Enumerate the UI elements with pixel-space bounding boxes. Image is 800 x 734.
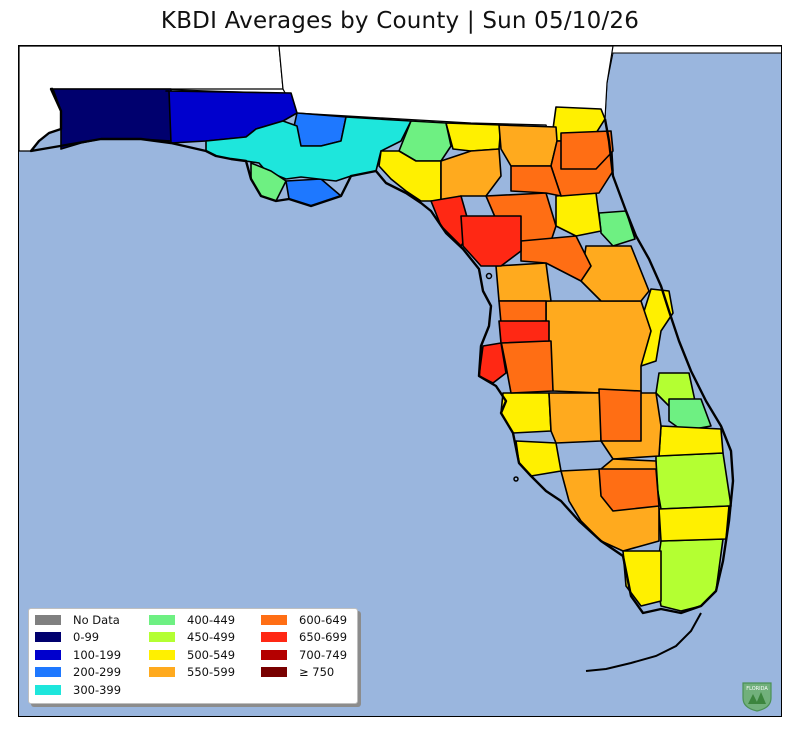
legend-item: 300-399 (35, 682, 121, 698)
legend-swatch (35, 615, 61, 625)
legend-item: 600-649 (261, 612, 347, 628)
county-highlands-east (598, 388, 642, 442)
legend-swatch (35, 632, 61, 642)
florida-coastline (29, 87, 735, 615)
legend-swatch (35, 650, 61, 660)
county-monroe-mainland (622, 550, 662, 607)
legend-item: 0-99 (35, 629, 99, 645)
county-glades (598, 468, 660, 512)
legend-label: ≥ 750 (299, 665, 335, 679)
county-nassau-east (560, 130, 614, 170)
map-title: KBDI Averages by County | Sun 05/10/26 (160, 8, 640, 34)
county-hillsborough-east (498, 300, 547, 324)
legend-swatch (261, 615, 287, 625)
legend-item: 200-299 (35, 664, 121, 680)
legend-item: 650-699 (261, 629, 347, 645)
legend-item: 450-499 (149, 629, 235, 645)
legend-swatch (35, 667, 61, 677)
county-hardee-desoto (548, 392, 602, 444)
island (513, 476, 519, 482)
legend-label: 700-749 (299, 648, 348, 662)
legend-swatch (149, 650, 175, 660)
florida-forest-service-shield-icon: FLORIDA (742, 682, 772, 712)
legend-swatch (261, 632, 287, 642)
legend-item: 700-749 (261, 647, 347, 663)
island (485, 272, 493, 280)
legend-item: 500-549 (149, 647, 235, 663)
legend-label: 400-449 (187, 613, 236, 627)
county-st-johns-putnam (555, 192, 602, 237)
legend-item: 400-449 (149, 612, 235, 628)
legend-item: ≥ 750 (261, 664, 334, 680)
county-regions (52, 88, 732, 612)
county-citrus (460, 215, 522, 267)
legend-label: No Data (73, 613, 120, 627)
legend-label: 450-499 (187, 630, 236, 644)
county-baker-union (498, 124, 558, 167)
legend-label: 500-549 (187, 648, 236, 662)
logo-text: FLORIDA (746, 686, 768, 692)
map-legend: No Data 0-99 100-199 200-299 300-399 400… (28, 608, 358, 704)
legend-label: 550-599 (187, 665, 236, 679)
county-bradford (510, 165, 562, 197)
county-broward (658, 505, 730, 542)
legend-swatch (35, 685, 61, 695)
legend-label: 300-399 (73, 683, 122, 697)
map-frame (18, 45, 782, 717)
legend-item: 100-199 (35, 647, 121, 663)
legend-item: 550-599 (149, 664, 235, 680)
county-pinellas-hernando (498, 320, 550, 344)
county-pasco-south (500, 340, 554, 394)
florida-keys (585, 612, 702, 672)
legend-swatch (149, 667, 175, 677)
county-palm-beach (655, 452, 732, 510)
legend-swatch (149, 632, 175, 642)
legend-label: 600-649 (299, 613, 348, 627)
county-marion (520, 235, 592, 282)
legend-label: 650-699 (299, 630, 348, 644)
legend-item: No Data (35, 612, 120, 628)
legend-swatch (261, 667, 287, 677)
legend-label: 0-99 (73, 630, 100, 644)
florida-county-map (19, 46, 781, 716)
legend-swatch (149, 615, 175, 625)
legend-label: 200-299 (73, 665, 122, 679)
legend-swatch (261, 650, 287, 660)
county-polk-osceola-orange (545, 300, 652, 397)
county-marion-south (495, 262, 552, 302)
legend-label: 100-199 (73, 648, 122, 662)
county-indian-river-martin (658, 425, 724, 457)
county-columbia (445, 122, 502, 152)
